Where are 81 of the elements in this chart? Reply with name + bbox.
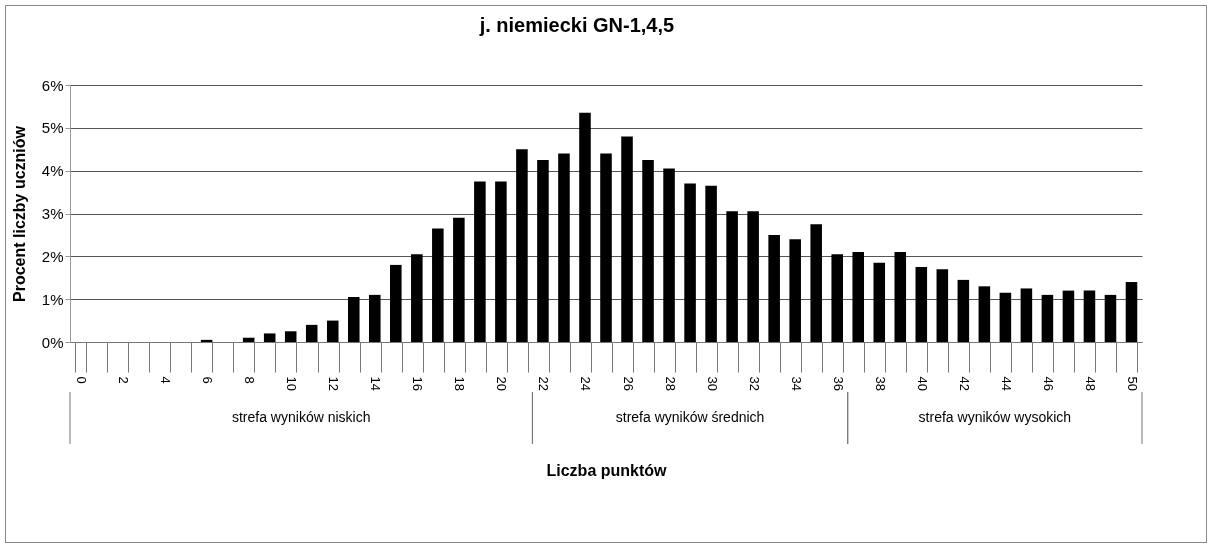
bar [1062,290,1075,342]
bar [263,333,276,342]
bar [705,185,717,342]
x-tick-label: 48 [1082,376,1098,391]
x-tick-label: 4 [158,376,174,384]
text: strefa wyników wysokich [918,409,1072,425]
bar [726,211,738,342]
x-tick-label: 28 [662,376,678,391]
x-tick-label: 2 [116,376,132,384]
bar [600,153,612,342]
x-tick-label: 30 [704,376,720,391]
x-tick-label: 10 [284,376,300,391]
x-tick-label: 46 [1040,376,1056,391]
y-tick-label: 4% [41,162,64,180]
bar [1125,282,1138,342]
y-tick-label: 3% [41,205,64,222]
bar [999,292,1012,342]
x-tick-label: 12 [326,376,342,391]
x-axis-title: Liczba punktów [546,461,668,479]
x-tick-label: 14 [368,376,384,391]
bar [1041,294,1054,342]
bar [831,254,843,342]
y-tick-label: 1% [41,290,64,308]
x-tick-label: 20 [494,376,510,391]
bar [390,264,402,342]
bar [852,252,865,342]
bar [516,149,528,342]
x-tick-label: 42 [956,376,972,391]
x-tick-label: 6 [200,376,216,384]
bar [453,217,465,342]
bar [936,269,949,342]
chart-title: j. niemiecki GN-1,4,5 [478,14,675,36]
x-tick-label: 16 [410,376,426,391]
x-tick-label: 34 [788,376,804,391]
text: strefa wyników niskich [231,409,371,425]
bar [495,181,507,342]
bar [474,181,486,342]
y-tick-label: 2% [41,247,64,265]
x-tick-label: 50 [1124,376,1140,391]
bar [789,239,801,342]
x-tick-label: 38 [872,376,888,391]
bar [873,262,886,342]
bar [411,254,423,342]
bar [579,112,591,342]
bar [768,234,780,342]
bar [369,294,381,342]
x-tick-label: 8 [242,376,258,384]
bar [663,168,675,342]
x-tick-label: 40 [914,376,930,391]
bar [305,324,318,342]
text: strefa wyników średnich [615,409,765,425]
bar [978,286,991,342]
x-tick-label: 26 [620,376,636,391]
bar [894,252,907,342]
x-tick-label: 0 [74,376,90,384]
x-tick-label: 22 [536,376,552,391]
bar [537,159,549,342]
bar [432,228,444,342]
bar [642,159,654,342]
y-axis-title: Procent liczby uczniów [10,125,28,303]
bar [558,153,570,342]
bar [347,297,360,342]
bar [1020,288,1033,342]
bar [1104,294,1117,342]
bar [957,279,970,342]
bar [915,267,928,342]
y-tick-label: 0% [41,333,64,351]
bar [810,224,822,342]
x-tick-label: 32 [746,376,762,391]
y-tick-label: 6% [41,76,64,94]
x-tick-label: 18 [452,376,468,391]
bar [284,331,297,342]
x-tick-label: 24 [578,376,594,391]
bar [621,136,633,342]
bar [1083,290,1096,342]
x-tick-label: 36 [830,376,846,391]
bar [747,211,759,342]
y-tick-label: 5% [41,119,64,137]
x-tick-label: 44 [998,376,1014,391]
bar [326,320,339,342]
bar [684,183,696,342]
